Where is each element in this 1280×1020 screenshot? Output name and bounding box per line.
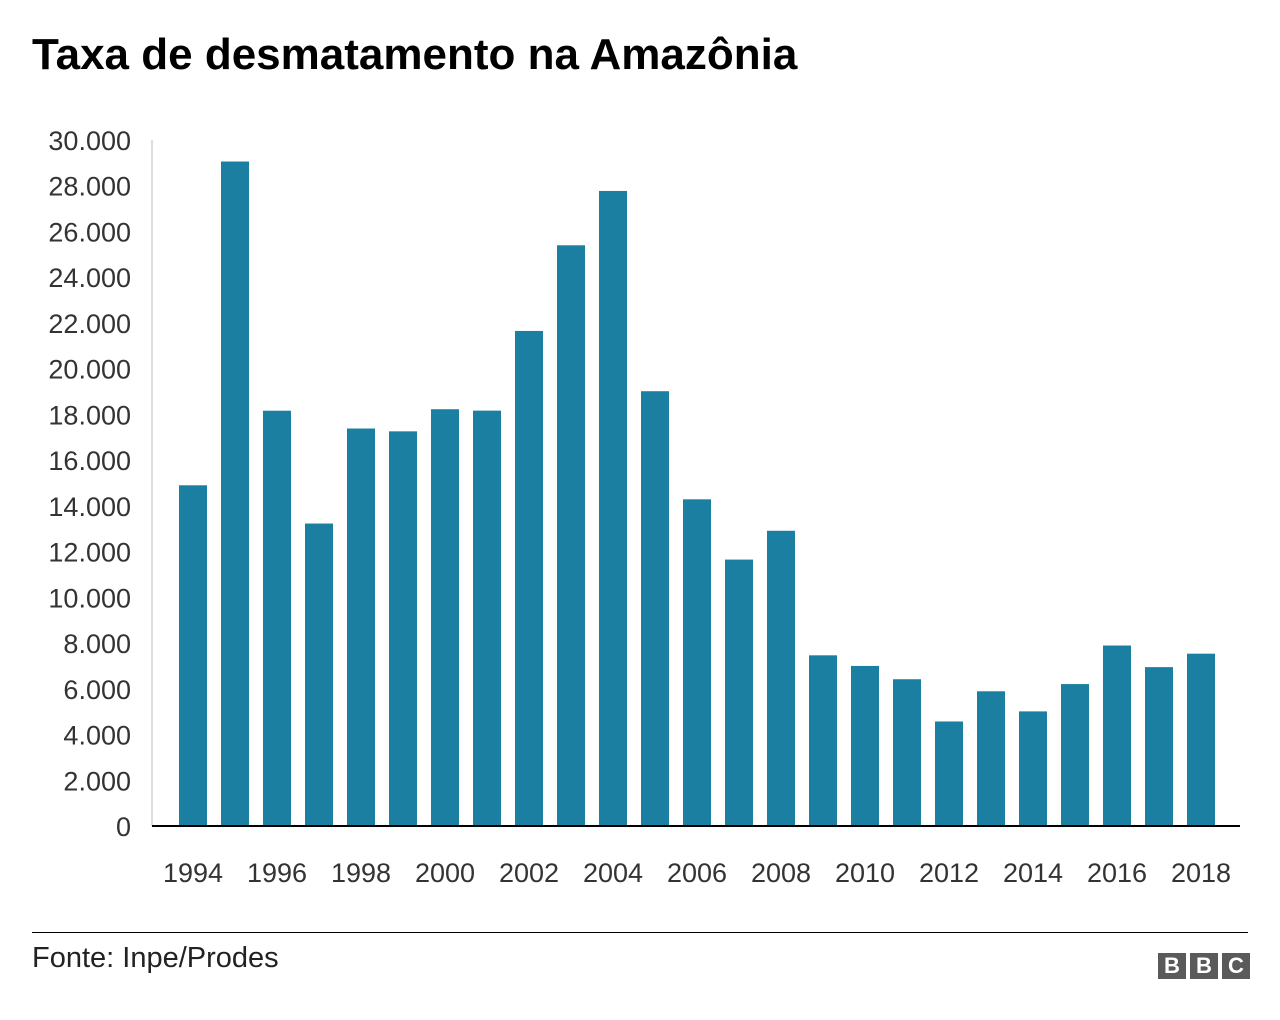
bar-2001 — [473, 410, 501, 826]
bar-2006 — [683, 499, 711, 826]
y-axis-labels: 0 2.000 4.000 6.000 8.000 10.000 12.000 14.000 1… — [48, 126, 131, 842]
bar-2000 — [431, 409, 459, 826]
source-note: Fonte: Inpe/Prodes — [32, 942, 279, 974]
y-tick-label: 22.000 — [48, 309, 131, 339]
bar-1997 — [305, 523, 333, 826]
y-tick-label: 24.000 — [48, 263, 131, 293]
x-tick-label: 1996 — [247, 858, 307, 888]
bar-2016 — [1103, 645, 1131, 826]
bar-2013 — [977, 691, 1005, 826]
bar-2009 — [809, 655, 837, 826]
y-tick-label: 20.000 — [48, 355, 131, 385]
bar-2008 — [767, 530, 795, 826]
x-tick-label: 2008 — [751, 858, 811, 888]
bar-2005 — [641, 391, 669, 826]
y-tick-label: 10.000 — [48, 583, 131, 613]
y-tick-label: 18.000 — [48, 400, 131, 430]
bar-2010 — [851, 665, 879, 826]
y-tick-label: 14.000 — [48, 492, 131, 522]
bar-2011 — [893, 679, 921, 826]
y-tick-label: 30.000 — [48, 126, 131, 156]
x-tick-label: 2012 — [919, 858, 979, 888]
y-tick-label: 2.000 — [63, 766, 131, 796]
bar-2002 — [515, 330, 543, 826]
footer-divider — [32, 932, 1248, 933]
bar-2018 — [1187, 653, 1215, 826]
y-tick-label: 8.000 — [63, 629, 131, 659]
y-tick-label: 12.000 — [48, 538, 131, 568]
bar-1995 — [221, 161, 249, 827]
bar-1998 — [347, 428, 375, 826]
bbc-logo: B B C — [1158, 953, 1250, 979]
y-tick-label: 16.000 — [48, 446, 131, 476]
y-tick-label: 0 — [116, 812, 131, 842]
bbc-logo-letter: B — [1158, 953, 1186, 979]
x-tick-label: 2000 — [415, 858, 475, 888]
bar-2015 — [1061, 684, 1089, 826]
x-tick-label: 2018 — [1171, 858, 1231, 888]
x-tick-label: 1998 — [331, 858, 391, 888]
x-tick-label: 2004 — [583, 858, 643, 888]
bar-2004 — [599, 190, 627, 827]
bar-1996 — [263, 410, 291, 826]
bar-1994 — [179, 485, 207, 826]
bar-2014 — [1019, 711, 1047, 826]
chart-title: Taxa de desmatamento na Amazônia — [32, 30, 798, 79]
bar-chart: 0 2.000 4.000 6.000 8.000 10.000 12.000 14.000 1… — [48, 126, 1240, 888]
x-tick-label: 1994 — [163, 858, 223, 888]
y-tick-label: 4.000 — [63, 721, 131, 751]
y-tick-label: 6.000 — [63, 675, 131, 705]
y-tick-label: 28.000 — [48, 172, 131, 202]
bar-1999 — [389, 431, 417, 826]
bar-2007 — [725, 559, 753, 826]
x-axis-labels: 1994 1996 1998 2000 2002 2004 2006 2008 2010 2012… — [163, 858, 1231, 888]
bars — [179, 161, 1215, 827]
x-tick-label: 2014 — [1003, 858, 1063, 888]
x-tick-label: 2006 — [667, 858, 727, 888]
bbc-logo-letter: C — [1222, 953, 1250, 979]
bar-2003 — [557, 245, 585, 826]
bar-2012 — [935, 721, 963, 826]
bbc-logo-letter: B — [1190, 953, 1218, 979]
y-tick-label: 26.000 — [48, 217, 131, 247]
x-tick-label: 2002 — [499, 858, 559, 888]
x-tick-label: 2010 — [835, 858, 895, 888]
x-tick-label: 2016 — [1087, 858, 1147, 888]
bar-2017 — [1145, 667, 1173, 826]
